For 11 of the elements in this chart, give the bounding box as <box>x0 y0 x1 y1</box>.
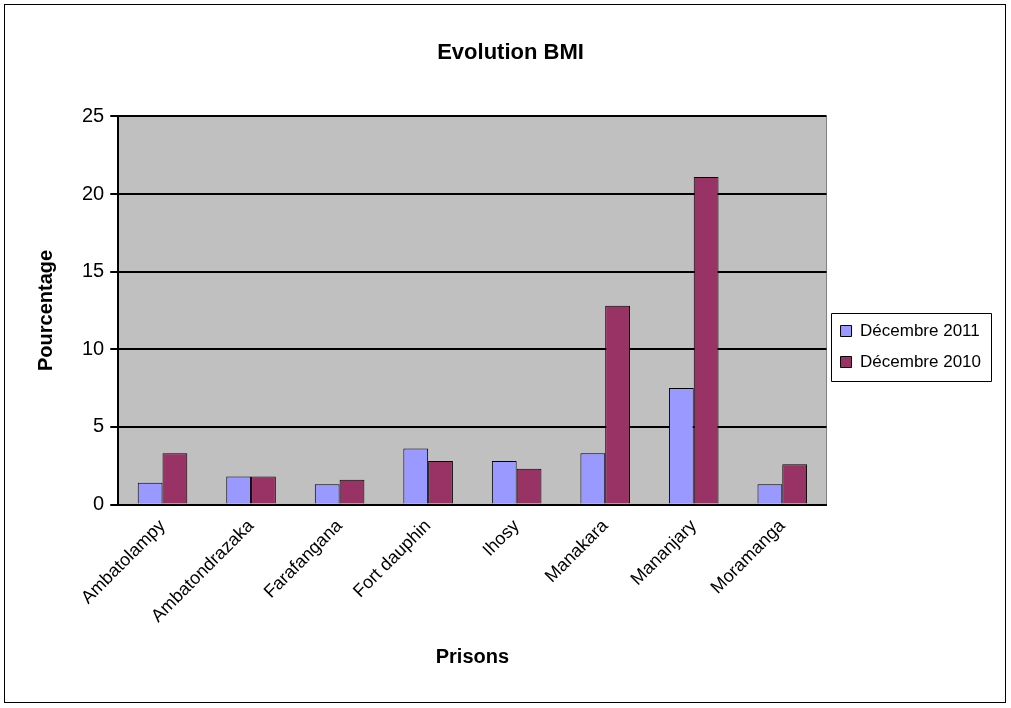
chart-title: Evolution BMI <box>437 39 584 65</box>
y-tick-label: 10 <box>82 336 105 359</box>
y-tick-label: 15 <box>82 259 105 282</box>
y-tick-label: 0 <box>93 492 105 515</box>
y-tick-label: 25 <box>82 103 105 126</box>
y-axis-title: Pourcentage <box>33 249 56 372</box>
x-axis-title: Prisons <box>435 644 510 667</box>
legend-label: Décembre 2011 <box>860 320 980 340</box>
y-tick-label: 5 <box>93 414 105 437</box>
y-tick-label: 20 <box>82 181 105 204</box>
legend-label: Décembre 2010 <box>860 351 982 371</box>
